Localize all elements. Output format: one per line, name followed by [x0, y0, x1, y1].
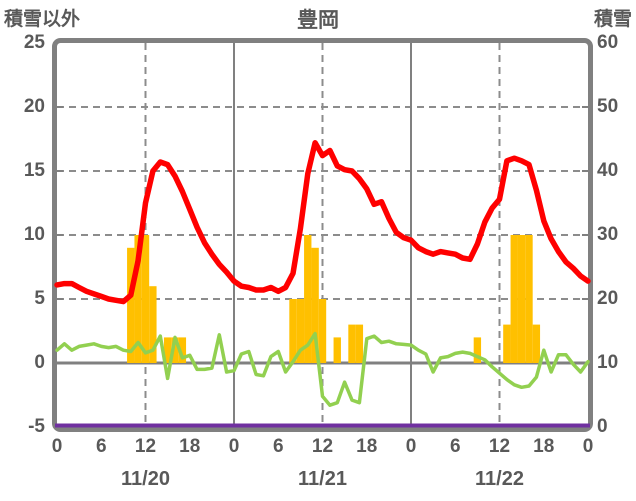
- date-label: 11/22: [475, 468, 524, 490]
- orange-bar: [503, 324, 511, 363]
- hour-tick-label: 6: [95, 436, 107, 457]
- left-axis-tick-label: 20: [23, 96, 45, 117]
- orange-bar: [311, 247, 319, 363]
- orange-bar: [289, 299, 297, 363]
- date-label: 11/21: [298, 468, 347, 490]
- orange-bar: [134, 235, 142, 363]
- orange-bar: [348, 324, 356, 363]
- hour-tick-label: 18: [533, 436, 555, 457]
- hour-tick-label: 12: [488, 436, 511, 457]
- orange-bar: [171, 337, 179, 363]
- left-axis-title: 積雪以外: [4, 9, 81, 30]
- right-axis-tick-label: 10: [597, 352, 619, 373]
- orange-bar: [517, 235, 526, 363]
- right-axis-title: 積雪: [593, 9, 632, 30]
- orange-bar: [127, 247, 135, 363]
- orange-bar: [355, 324, 364, 363]
- orange-bar: [473, 337, 482, 363]
- left-axis-tick-label: -5: [28, 416, 45, 437]
- orange-bar: [141, 235, 150, 363]
- hour-tick-label: 0: [405, 436, 417, 457]
- right-axis-tick-label: 30: [597, 224, 619, 245]
- hour-tick-label: 0: [228, 436, 240, 457]
- date-label: 11/20: [121, 468, 170, 490]
- red-line: [54, 140, 591, 305]
- hour-tick-label: 18: [356, 436, 378, 457]
- hour-tick-label: 6: [449, 436, 461, 457]
- hour-tick-label: 18: [179, 436, 201, 457]
- hour-tick-label: 0: [51, 436, 63, 457]
- orange-bar: [296, 299, 305, 363]
- orange-bar: [525, 235, 533, 363]
- chart-frame: [52, 38, 593, 432]
- orange-bar: [304, 235, 312, 363]
- chart-title: 豊岡: [297, 9, 339, 32]
- orange-bar: [532, 324, 541, 363]
- green-line: [55, 331, 590, 407]
- left-axis-tick-label: 0: [34, 352, 45, 373]
- orange-bar: [178, 337, 187, 363]
- left-axis-tick-label: 10: [23, 224, 45, 245]
- right-axis-tick-label: 0: [597, 416, 608, 437]
- left-axis-tick-label: 15: [23, 160, 45, 181]
- hour-tick-label: 12: [134, 436, 157, 457]
- left-axis-tick-label: 25: [23, 32, 45, 53]
- left-axis-tick-label: 5: [34, 288, 45, 309]
- orange-bar: [318, 299, 327, 363]
- hour-tick-label: 12: [311, 436, 334, 457]
- right-axis-tick-label: 50: [597, 96, 619, 117]
- hour-tick-label: 6: [272, 436, 284, 457]
- right-axis-tick-label: 40: [597, 160, 619, 181]
- orange-bar: [510, 235, 518, 363]
- orange-bar: [333, 337, 341, 363]
- right-axis-tick-label: 20: [597, 288, 619, 309]
- orange-bar: [163, 337, 172, 363]
- right-axis-tick-label: 60: [597, 32, 619, 53]
- hour-tick-label: 0: [582, 436, 594, 457]
- orange-bar: [149, 286, 157, 363]
